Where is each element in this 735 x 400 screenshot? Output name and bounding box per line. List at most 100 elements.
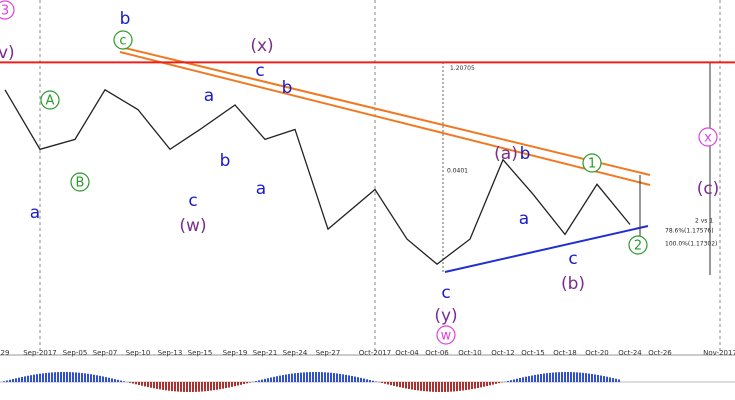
- oscillator-bar: [303, 372, 305, 382]
- oscillator-bar: [264, 378, 266, 382]
- oscillator-bar: [552, 372, 554, 382]
- oscillator-bar: [336, 373, 338, 382]
- oscillator-bar: [219, 382, 221, 390]
- oscillator-bar: [441, 382, 443, 392]
- oscillator-bar: [465, 382, 467, 391]
- wave-label: 2: [634, 239, 642, 254]
- oscillator-bar: [342, 374, 344, 382]
- oscillator-bar: [519, 378, 521, 382]
- oscillator-bar: [447, 382, 449, 392]
- oscillator-bar: [495, 382, 497, 384]
- oscillator-bar: [192, 382, 194, 392]
- oscillator-bar: [567, 372, 569, 382]
- wave-label: (y): [434, 306, 457, 326]
- oscillator-bar: [615, 378, 617, 382]
- oscillator-bar: [360, 377, 362, 382]
- oscillator-bar: [222, 382, 224, 389]
- oscillator-bar: [288, 374, 290, 382]
- oscillator-bar: [618, 379, 620, 382]
- oscillator-bar: [606, 376, 608, 382]
- oscillator-bar: [468, 382, 470, 390]
- oscillator-bar: [111, 378, 113, 382]
- oscillator-bar: [78, 372, 80, 382]
- x-tick-label: Oct-24: [618, 349, 642, 357]
- oscillator-bar: [399, 382, 401, 388]
- oscillator-bar: [204, 382, 206, 392]
- oscillator-bar: [597, 374, 599, 382]
- x-tick-label: Sep-10: [126, 349, 151, 357]
- oscillator-bar: [549, 372, 551, 382]
- oscillator-bar: [165, 382, 167, 391]
- oscillator-bar: [72, 372, 74, 382]
- oscillator-bar: [510, 380, 512, 382]
- trendline: [119, 51, 651, 186]
- wave-label: a: [30, 203, 40, 223]
- oscillator-bar: [426, 382, 428, 392]
- oscillator-bar: [579, 372, 581, 382]
- oscillator-bar: [270, 377, 272, 382]
- oscillator-bar: [423, 382, 425, 392]
- oscillator-bar: [558, 372, 560, 382]
- oscillator-bar: [225, 382, 227, 389]
- wave-label: (x): [250, 36, 273, 56]
- oscillator-bar: [555, 372, 557, 382]
- oscillator-bar: [402, 382, 404, 388]
- oscillator-bar: [30, 375, 32, 382]
- oscillator-bar: [138, 382, 140, 386]
- oscillator-bar: [231, 382, 233, 387]
- oscillator-bar: [27, 375, 29, 382]
- oscillator-bar: [477, 382, 479, 388]
- oscillator-bar: [318, 372, 320, 382]
- x-tick-label: Sep-24: [283, 349, 308, 357]
- oscillator-bar: [327, 372, 329, 382]
- oscillator-bar: [339, 373, 341, 382]
- oscillator-bar: [585, 373, 587, 382]
- oscillator-bar: [372, 380, 374, 382]
- oscillator-bar: [285, 374, 287, 382]
- oscillator-bar: [36, 374, 38, 382]
- oscillator-bar: [345, 374, 347, 382]
- oscillator-bar: [363, 378, 365, 382]
- note-label: 78.6%(1.17576): [665, 228, 714, 235]
- trendline: [124, 47, 651, 176]
- oscillator-bar: [39, 373, 41, 382]
- oscillator-bar: [201, 382, 203, 392]
- oscillator-bar: [543, 373, 545, 382]
- oscillator-bar: [411, 382, 413, 390]
- oscillator-bar: [438, 382, 440, 392]
- oscillator-bar: [450, 382, 452, 392]
- oscillator-bar: [210, 382, 212, 391]
- oscillator-bar: [576, 372, 578, 382]
- x-tick-label: Oct-04: [395, 349, 419, 357]
- oscillator-bar: [369, 380, 371, 382]
- oscillator-bar: [135, 382, 137, 385]
- oscillator-bar: [195, 382, 197, 392]
- oscillator-bar: [507, 380, 509, 382]
- wave-label: c: [119, 34, 126, 49]
- oscillator-bar: [81, 373, 83, 382]
- oscillator-bar: [582, 372, 584, 382]
- wave-label: b: [282, 78, 293, 98]
- oscillator-bar: [174, 382, 176, 392]
- oscillator-bar: [45, 372, 47, 382]
- oscillator-bar: [276, 376, 278, 382]
- oscillator-bar: [357, 377, 359, 382]
- wave-circle: [40, 90, 60, 110]
- wave-label: c: [441, 283, 450, 303]
- oscillator-bar: [60, 372, 62, 382]
- wave-label: w: [441, 329, 452, 344]
- wave-label: (v): [0, 43, 15, 63]
- oscillator-bar: [333, 373, 335, 382]
- oscillator-bar: [492, 382, 494, 385]
- wave-circle: [436, 325, 456, 345]
- oscillator-bar: [171, 382, 173, 392]
- oscillator-bar: [237, 382, 239, 386]
- oscillator-bar: [117, 379, 119, 382]
- oscillator-bar: [351, 375, 353, 382]
- wave-label: x: [704, 131, 712, 146]
- oscillator-bar: [150, 382, 152, 388]
- oscillator-bar: [42, 373, 44, 382]
- oscillator-bar: [387, 382, 389, 385]
- oscillator-bar: [213, 382, 215, 391]
